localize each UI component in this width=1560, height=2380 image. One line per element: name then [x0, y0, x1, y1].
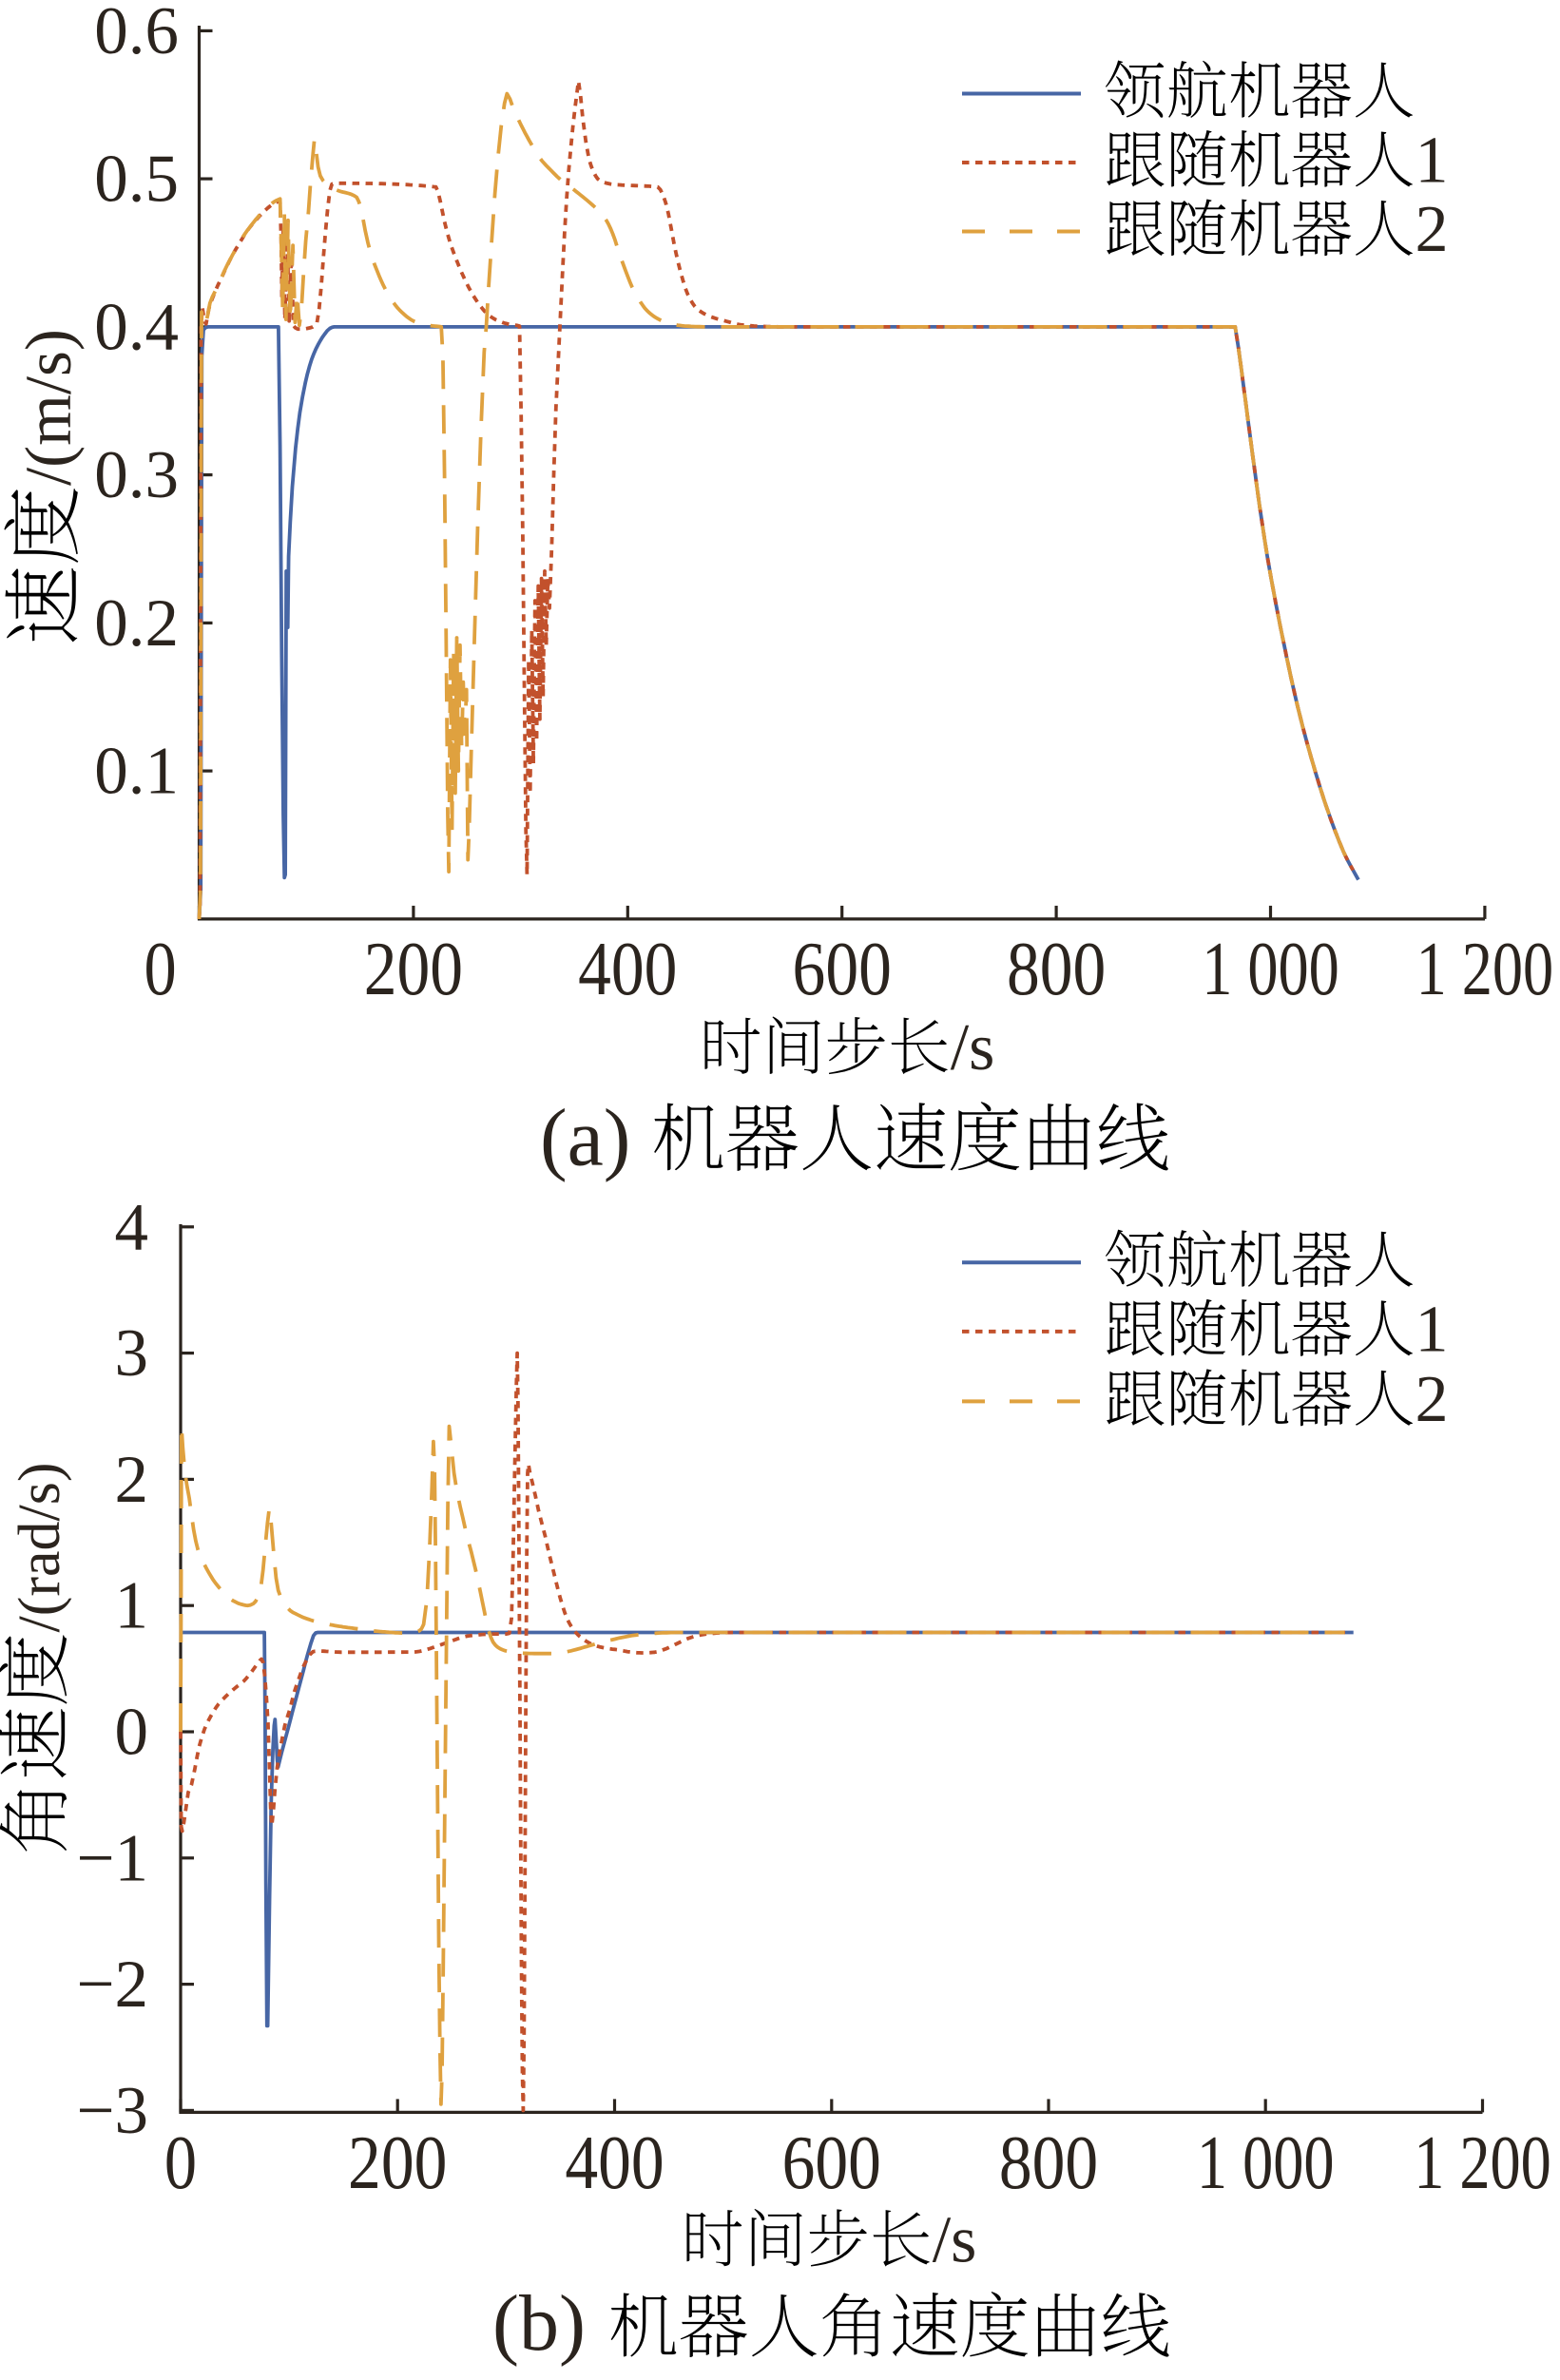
svg-text:600: 600	[782, 2120, 881, 2205]
svg-text:0.4: 0.4	[94, 290, 179, 364]
svg-text:−2: −2	[76, 1948, 148, 2022]
svg-text:−3: −3	[76, 2074, 148, 2148]
svg-text:1: 1	[1416, 1294, 1449, 1367]
svg-text:600: 600	[793, 926, 892, 1011]
svg-text:0.2: 0.2	[94, 586, 179, 661]
svg-text:800: 800	[999, 2120, 1098, 2205]
svg-text:200: 200	[348, 2120, 447, 2205]
svg-text:0.6: 0.6	[94, 0, 179, 68]
svg-text:0.1: 0.1	[94, 735, 179, 809]
svg-text:/(rad/s): /(rad/s)	[8, 1462, 72, 1632]
svg-text:1: 1	[1416, 125, 1449, 198]
svg-text:400: 400	[565, 2120, 664, 2205]
svg-text:1 000: 1 000	[1202, 926, 1339, 1011]
svg-text:1: 1	[115, 1569, 149, 1643]
svg-text:0: 0	[144, 926, 177, 1011]
svg-text:2: 2	[1416, 193, 1449, 266]
svg-text:2: 2	[115, 1443, 149, 1517]
svg-text:1 000: 1 000	[1197, 2120, 1335, 2205]
svg-text:1 200: 1 200	[1416, 926, 1554, 1011]
svg-text:200: 200	[364, 926, 463, 1011]
svg-text:/(m/s): /(m/s)	[12, 329, 85, 486]
svg-text:2: 2	[1416, 1363, 1449, 1436]
svg-text:800: 800	[1007, 926, 1106, 1011]
svg-text:/s: /s	[933, 2203, 977, 2276]
svg-text:3: 3	[115, 1316, 149, 1391]
svg-text:0: 0	[164, 2120, 197, 2205]
svg-text:0.3: 0.3	[94, 438, 179, 512]
svg-text:0.5: 0.5	[94, 143, 179, 217]
svg-text:(b): (b)	[492, 2279, 586, 2368]
svg-text:4: 4	[115, 1190, 149, 1264]
svg-text:0: 0	[115, 1696, 149, 1770]
svg-text:−1: −1	[76, 1821, 148, 1895]
svg-text:(a): (a)	[540, 1092, 630, 1183]
svg-text:/s: /s	[951, 1011, 995, 1084]
svg-text:400: 400	[578, 926, 677, 1011]
svg-text:1 200: 1 200	[1414, 2120, 1551, 2205]
